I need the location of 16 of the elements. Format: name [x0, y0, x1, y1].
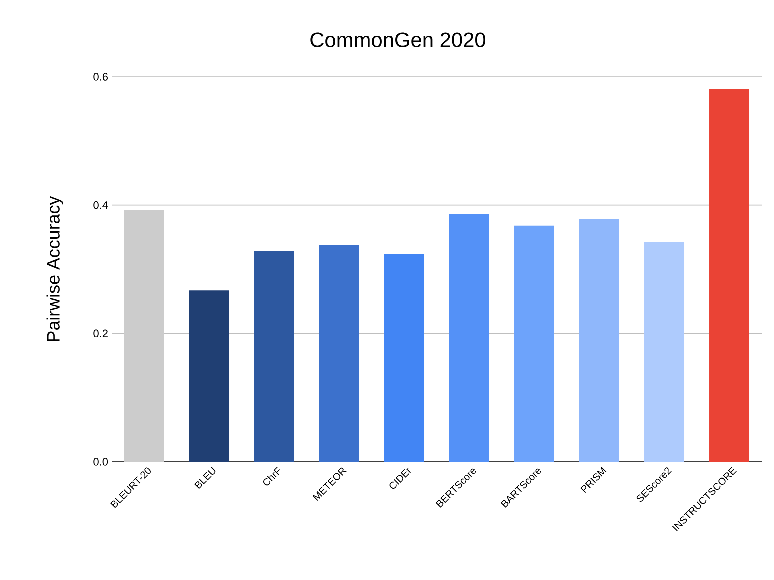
bar [710, 89, 750, 462]
y-tick-label: 0.4 [94, 201, 108, 210]
y-tick-label: 0.6 [94, 73, 108, 81]
bar [384, 254, 425, 462]
bar [190, 290, 230, 462]
chart-title: CommonGen 2020 [310, 32, 486, 48]
y-axis-title: Pairwise Accuracy [46, 196, 64, 342]
bar [124, 210, 164, 462]
bar [644, 242, 685, 462]
y-tick-label: 0.2 [94, 330, 108, 338]
bar [580, 219, 620, 462]
bar [320, 245, 360, 462]
y-tick-label: 0.0 [94, 458, 108, 466]
bar [514, 226, 555, 462]
bar [254, 252, 295, 462]
bar [450, 214, 490, 462]
